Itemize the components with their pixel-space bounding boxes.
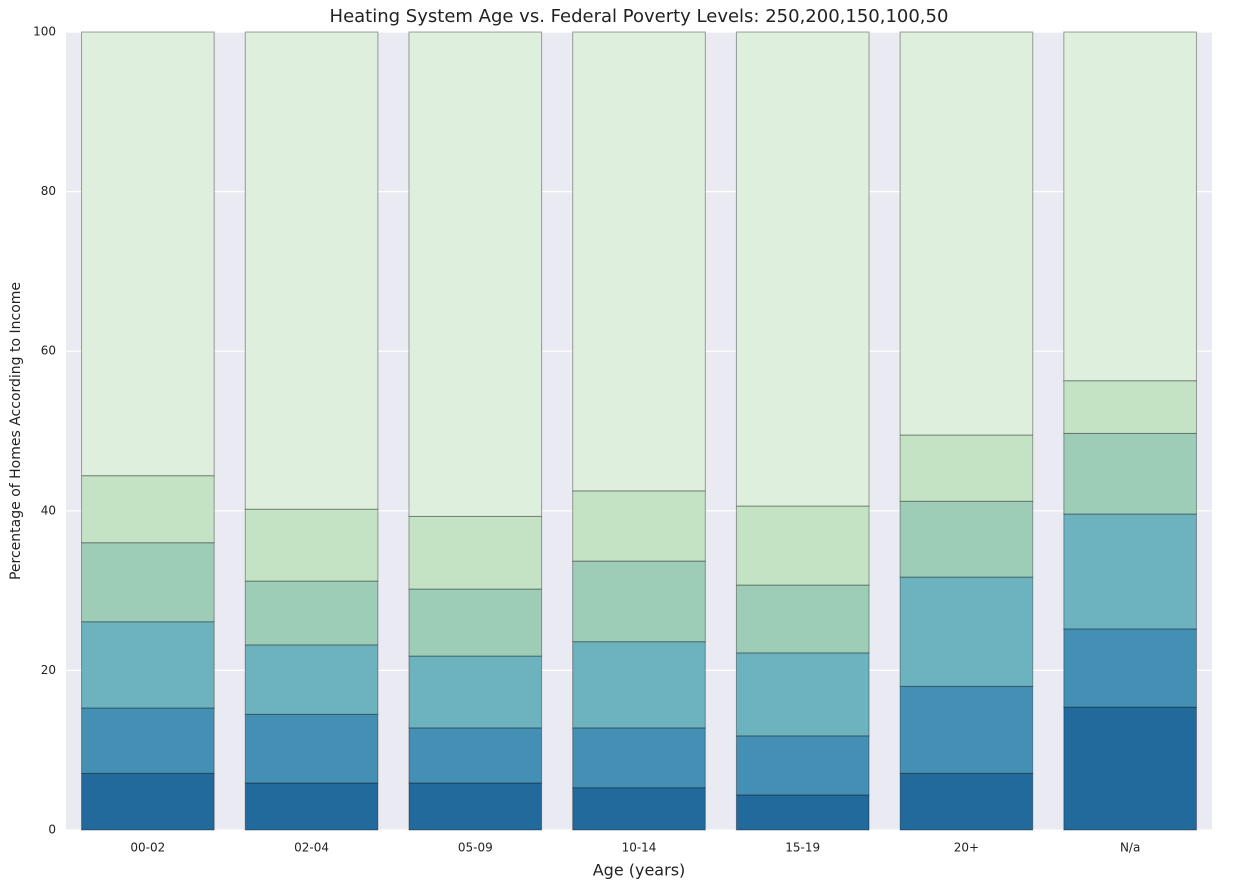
bar-segment	[408, 782, 543, 831]
bar-segment	[735, 31, 870, 507]
y-tick-label: 100	[33, 25, 56, 39]
bar-segment	[1063, 31, 1197, 382]
bar-segment	[572, 641, 706, 729]
bar-segment	[735, 584, 870, 654]
bar-segment	[1063, 380, 1197, 434]
bar-segment	[572, 31, 706, 492]
bar-segment	[244, 580, 379, 646]
bars	[81, 31, 1197, 831]
bar-segment	[735, 505, 870, 586]
x-tick-label: N/a	[1120, 841, 1140, 855]
bar-segment	[244, 508, 379, 582]
bar-segment	[572, 727, 706, 789]
y-tick-label: 60	[41, 344, 56, 358]
bar-segment	[572, 787, 706, 831]
bar-segment	[408, 588, 543, 657]
x-axis-label: Age (years)	[593, 861, 686, 880]
y-tick-label: 20	[41, 663, 56, 677]
bar-segment	[735, 735, 870, 796]
bar-segment	[81, 772, 215, 831]
bar-segment	[572, 560, 706, 643]
y-axis-label: Percentage of Homes According to Income	[8, 282, 24, 580]
bar-segment	[81, 621, 215, 709]
y-tick-label: 80	[41, 184, 56, 198]
bar-segment	[244, 713, 379, 784]
bar-segment	[1063, 432, 1197, 515]
x-tick-label: 20+	[954, 841, 979, 855]
x-tick-label: 10-14	[622, 841, 657, 855]
bar-segment	[81, 542, 215, 623]
bar-segment	[81, 31, 215, 477]
bar-segment	[244, 782, 379, 831]
bar-segment	[899, 500, 1034, 578]
y-tick-label: 0	[48, 823, 56, 837]
bar-segment	[408, 727, 543, 784]
x-tick-label: 02-04	[294, 841, 329, 855]
x-tick-label: 05-09	[458, 841, 493, 855]
bar-segment	[1063, 513, 1197, 630]
bar-segment	[408, 655, 543, 729]
bar-segment	[408, 515, 543, 590]
bar-segment	[81, 475, 215, 544]
bar-segment	[1063, 706, 1197, 831]
x-tick-label: 00-02	[130, 841, 165, 855]
bar-segment	[899, 434, 1034, 502]
bar-segment	[572, 490, 706, 562]
bar-segment	[244, 31, 379, 510]
bar-segment	[899, 685, 1034, 774]
bar-segment	[899, 772, 1034, 831]
bar-segment	[81, 707, 215, 774]
chart-title: Heating System Age vs. Federal Poverty L…	[330, 6, 949, 27]
bar-segment	[899, 576, 1034, 687]
bar-segment	[408, 31, 543, 517]
bar-segment	[244, 644, 379, 715]
x-tick-label: 15-19	[785, 841, 820, 855]
bar-segment	[899, 31, 1034, 436]
bar-segment	[735, 794, 870, 831]
bar-segment	[1063, 628, 1197, 708]
y-tick-label: 40	[41, 503, 56, 517]
bar-segment	[735, 652, 870, 737]
